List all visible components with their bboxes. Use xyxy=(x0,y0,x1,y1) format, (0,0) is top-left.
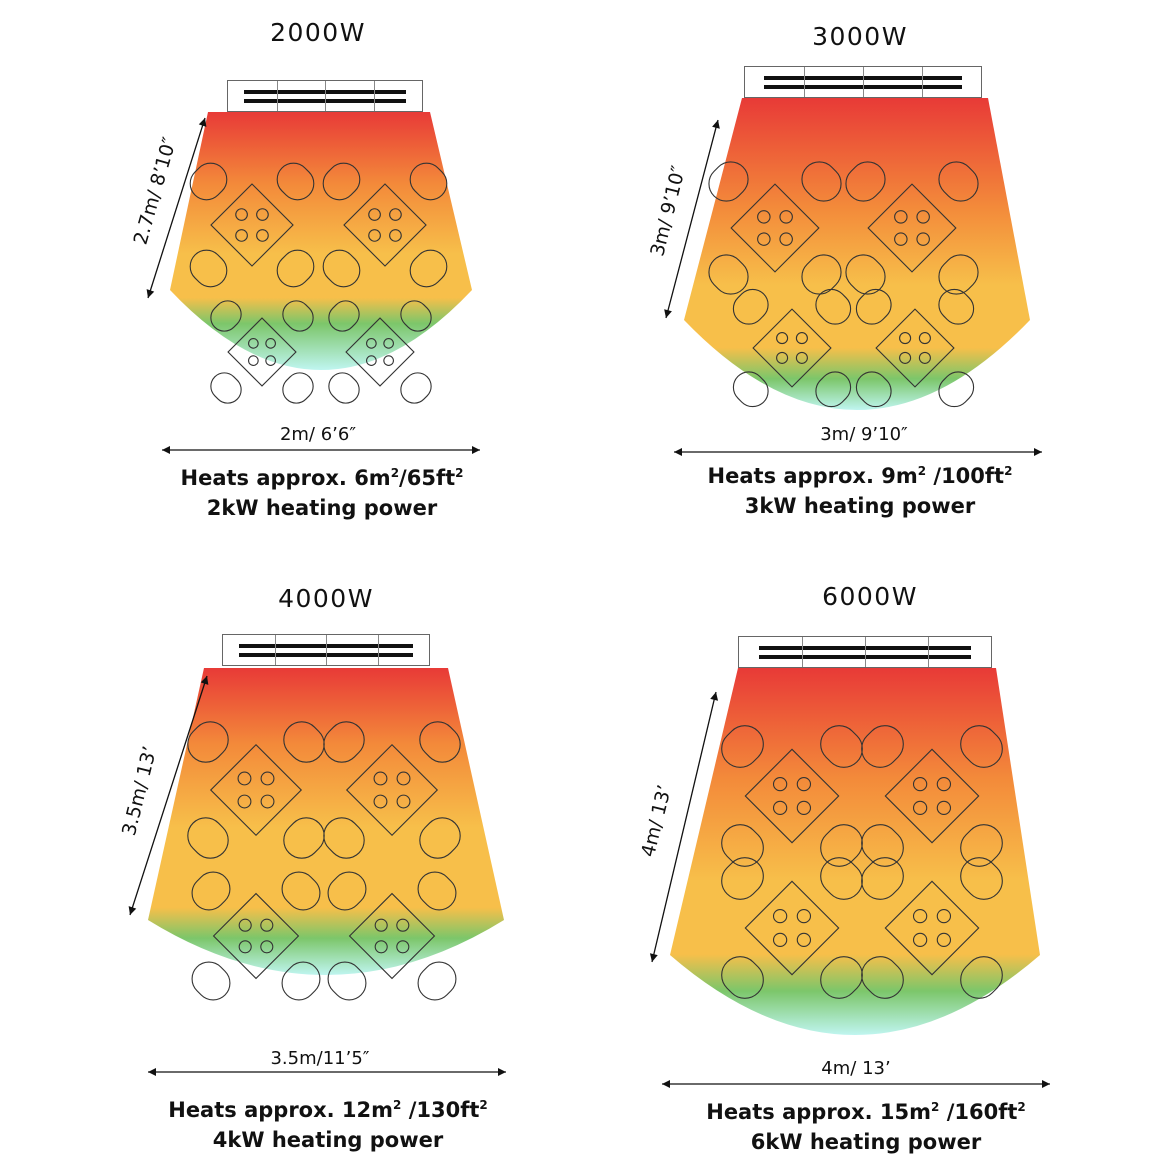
vertical-dimension-arrow-3000w xyxy=(664,119,720,319)
caption-4000w: Heats approx. 12m2 /130ft2 4kW heating p… xyxy=(168,1090,488,1155)
area-text2-6000w: /160ft xyxy=(939,1100,1018,1124)
table-set xyxy=(328,300,432,404)
power-text-3000w: 3kW heating power xyxy=(744,494,976,518)
area-sq2-6000w: 2 xyxy=(1017,1100,1026,1114)
heat-cone-3000W xyxy=(684,98,1030,410)
horizontal-dimension-arrow-6000w xyxy=(662,1080,1050,1088)
area-sq2-2000w: 2 xyxy=(455,466,464,480)
heat-cone-2000W xyxy=(170,112,472,404)
vertical-dimension-arrow-6000w xyxy=(649,691,719,963)
power-text-6000w: 6kW heating power xyxy=(750,1130,982,1154)
caption-2000w: Heats approx. 6m2/65ft2 2kW heating powe… xyxy=(181,458,464,523)
table-set xyxy=(861,725,1003,867)
power-text-4000w: 4kW heating power xyxy=(212,1128,444,1152)
horizontal-dimension-arrow-4000w xyxy=(148,1068,506,1076)
table-set xyxy=(191,871,321,1001)
area-sq-3000w: 2 xyxy=(917,464,927,478)
table-set xyxy=(210,300,314,404)
heat-cone-6000W xyxy=(670,668,1040,1035)
table-set xyxy=(187,721,325,859)
heater-unit-2000w xyxy=(227,80,423,112)
table-set xyxy=(708,161,842,295)
area-text2-4000w: /130ft xyxy=(401,1098,480,1122)
area-text2-2000w: /65ft xyxy=(399,466,456,490)
caption-3000w: Heats approx. 9m2 /100ft2 3kW heating po… xyxy=(708,456,1013,521)
area-text-4000w: Heats approx. 12m xyxy=(168,1098,394,1122)
horizontal-dimension-arrow-3000w xyxy=(674,448,1042,456)
title-4000w: 4000W xyxy=(278,584,374,613)
heater-unit-4000w xyxy=(222,634,430,666)
area-sq2-3000w: 2 xyxy=(1004,464,1013,478)
area-sq-2000w: 2 xyxy=(390,466,400,480)
caption-6000w: Heats approx. 15m2 /160ft2 6kW heating p… xyxy=(706,1092,1026,1157)
table-set xyxy=(721,857,863,999)
vertical-dimension-arrow-4000w xyxy=(128,675,209,916)
horizontal-dimension-arrow-2000w xyxy=(162,446,480,454)
title-2000w: 2000W xyxy=(270,18,366,47)
area-sq-6000w: 2 xyxy=(931,1100,940,1114)
table-set xyxy=(189,162,315,288)
heater-unit-3000w xyxy=(744,66,982,98)
table-set xyxy=(861,857,1003,999)
area-sq-4000w: 2 xyxy=(393,1098,402,1112)
table-set xyxy=(323,721,461,859)
horizontal-dimension-label-6000w: 4m/ 13’ xyxy=(821,1058,891,1079)
title-6000w: 6000W xyxy=(822,582,918,611)
table-set xyxy=(845,161,979,295)
table-set xyxy=(322,162,448,288)
table-set xyxy=(721,725,863,867)
table-set xyxy=(327,871,457,1001)
area-sq2-4000w: 2 xyxy=(479,1098,488,1112)
table-set xyxy=(855,288,975,408)
vertical-dimension-arrow-2000w xyxy=(146,117,207,299)
horizontal-dimension-label-3000w: 3m/ 9’10″ xyxy=(820,424,908,445)
title-3000w: 3000W xyxy=(812,22,908,51)
area-text-6000w: Heats approx. 15m xyxy=(706,1100,932,1124)
heat-cone-4000W xyxy=(148,668,504,1001)
table-set xyxy=(732,288,852,408)
area-text2-3000w: /100ft xyxy=(926,464,1005,488)
power-text-2000w: 2kW heating power xyxy=(206,496,438,520)
area-text-2000w: Heats approx. 6m xyxy=(180,466,391,490)
area-text-3000w: Heats approx. 9m xyxy=(707,464,918,488)
horizontal-dimension-label-2000w: 2m/ 6’6″ xyxy=(279,424,357,445)
heater-unit-6000w xyxy=(738,636,992,668)
horizontal-dimension-label-4000w: 3.5m/11’5″ xyxy=(270,1048,370,1069)
